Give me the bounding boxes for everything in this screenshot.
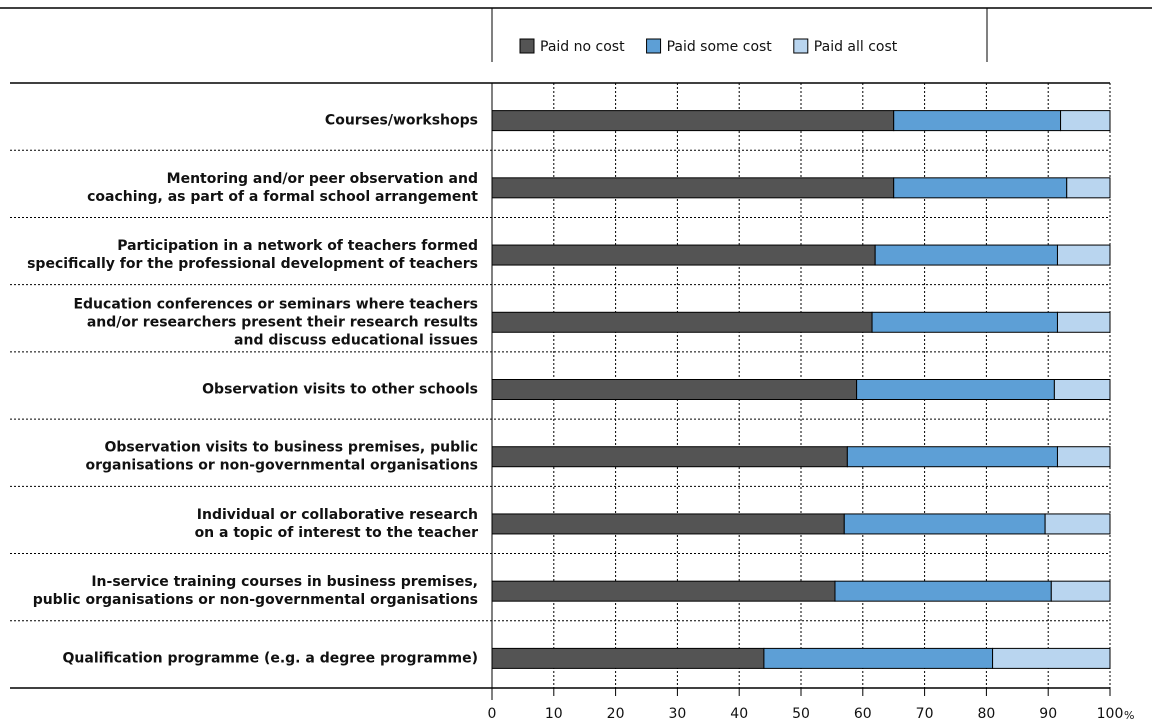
bar-segment [491, 311, 873, 333]
category-label: Individual or collaborative research on a… [195, 507, 479, 541]
bar-segment [871, 311, 1058, 333]
bar-segment [1044, 513, 1111, 535]
x-tick-label: 10 [545, 706, 563, 722]
bar-segment [491, 580, 836, 602]
bar-segment [856, 379, 1055, 400]
bar-segment [1056, 446, 1111, 468]
bar-segment [491, 110, 895, 132]
bar-segment [893, 110, 1062, 132]
bar-segment [763, 647, 994, 669]
bar-segment [1053, 379, 1111, 400]
category-label: In-service training courses in business … [33, 574, 478, 608]
category-label: Observation visits to business premises,… [85, 440, 478, 474]
bar-segment [491, 446, 848, 468]
x-tick-label: 0 [488, 706, 497, 722]
bar-segment [1060, 110, 1111, 132]
bar-segment [846, 446, 1058, 468]
x-tick-label: 100 [1097, 706, 1124, 722]
category-label: Education conferences or seminars where … [73, 296, 478, 348]
bar-segment [491, 379, 858, 400]
bar-segment [491, 244, 876, 266]
x-tick-label: 70 [916, 706, 934, 722]
category-label: Participation in a network of teachers f… [27, 238, 478, 272]
bar-segment [992, 647, 1111, 669]
x-tick-label: 30 [668, 706, 686, 722]
x-tick-label: 60 [854, 706, 872, 722]
category-label: Observation visits to other schools [202, 382, 478, 398]
bar-segment [834, 580, 1052, 602]
legend-label: Paid all cost [814, 39, 898, 55]
bar-segment [893, 177, 1068, 199]
legend-label: Paid no cost [540, 39, 625, 55]
bar-segment [874, 244, 1058, 266]
x-tick-label: 20 [607, 706, 625, 722]
x-tick-label: 80 [977, 706, 995, 722]
legend-swatch [519, 38, 535, 54]
x-tick-label: 90 [1039, 706, 1057, 722]
bar-segment [1050, 580, 1111, 602]
bar-segment [491, 177, 895, 199]
x-tick-label: 50 [792, 706, 810, 722]
x-axis-label: % [1124, 709, 1134, 722]
bar-segment [491, 647, 765, 669]
bar-segment [843, 513, 1046, 535]
category-label: Courses/workshops [325, 113, 478, 129]
legend-swatch [793, 38, 809, 54]
legend-label: Paid some cost [667, 39, 773, 55]
bar-segment [1066, 177, 1111, 199]
x-tick-label: 40 [730, 706, 748, 722]
bar-segment [1056, 244, 1111, 266]
category-label: Mentoring and/or peer observation and coa… [87, 171, 478, 205]
legend-swatch [646, 38, 662, 54]
bar-segment [1056, 311, 1111, 333]
bar-segment [491, 513, 845, 535]
category-label: Qualification programme (e.g. a degree p… [63, 650, 479, 666]
